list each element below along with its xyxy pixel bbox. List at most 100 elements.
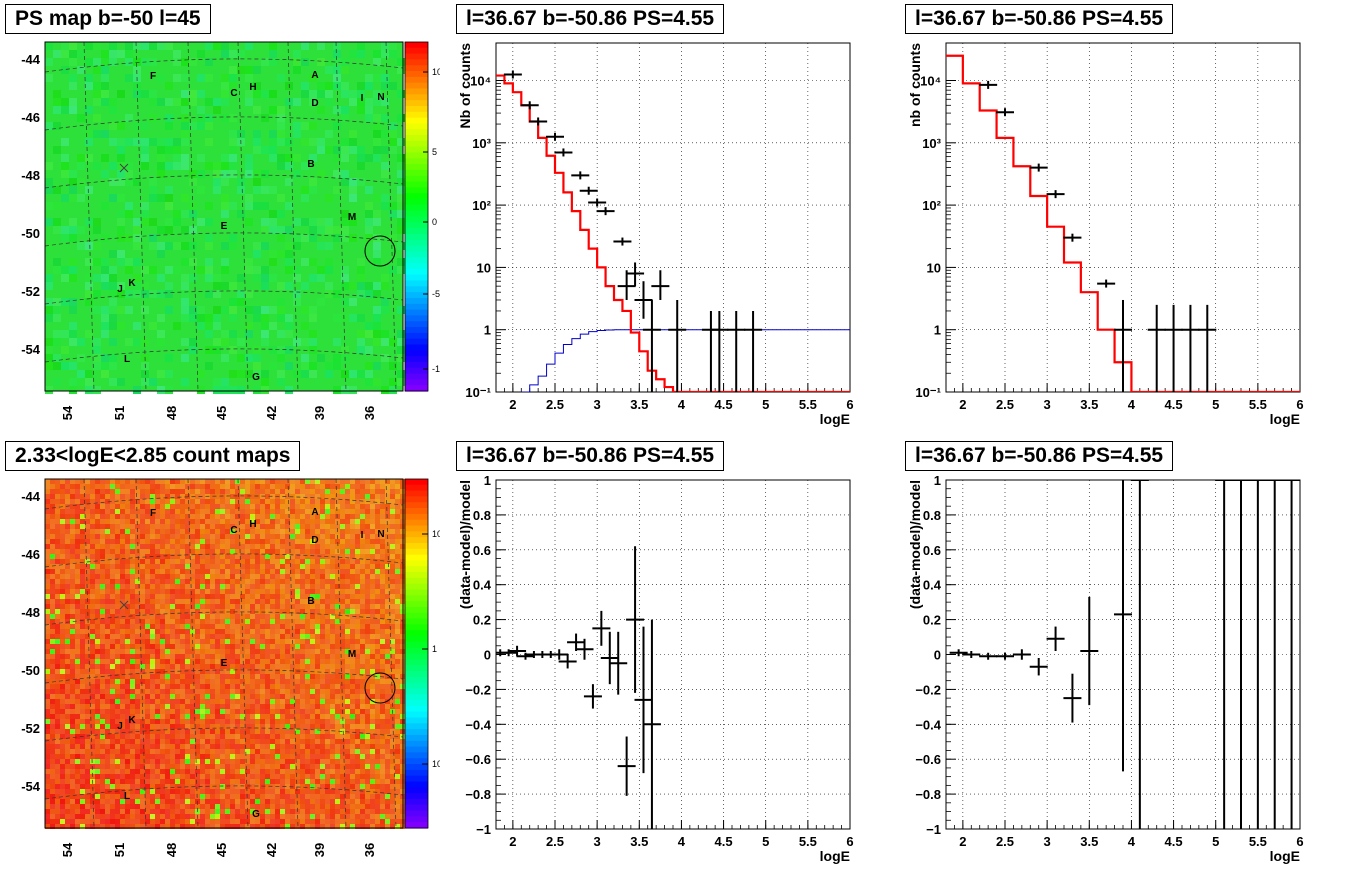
- data-point: [1114, 299, 1132, 392]
- data-layer: [496, 70, 850, 392]
- source-label: L: [124, 791, 130, 802]
- x-tick-label: 3: [594, 834, 601, 849]
- lat-tick-label: -44: [21, 52, 41, 67]
- lat-tick-label: -46: [21, 547, 40, 562]
- y-tick-label: 0: [484, 648, 491, 663]
- data-point: [1063, 233, 1082, 242]
- colorbar-tick-label: -5: [432, 289, 440, 299]
- lat-tick-label: -44: [21, 489, 41, 504]
- graticule-lon: [335, 478, 347, 829]
- colorbar-tick-label: -10: [432, 364, 440, 374]
- data-point: [1198, 304, 1217, 392]
- x-tick-label: 2.5: [546, 834, 564, 849]
- y-tick-label: 10⁴: [470, 74, 491, 89]
- y-tick-label: 0.8: [923, 508, 941, 523]
- count-map-pixels: [45, 479, 405, 829]
- source-label: F: [150, 508, 156, 519]
- x-tick-label: 4.5: [715, 834, 733, 849]
- source-label: K: [128, 715, 136, 726]
- lat-tick-label: -54: [21, 342, 41, 357]
- data-point: [554, 148, 573, 157]
- count-map: F C H A D I N B M E JK L G -44 -46 -48 -50 -52 -54 54 51 48 45…: [21, 478, 440, 857]
- x-tick-label: 5.5: [1249, 834, 1267, 849]
- source-label: E: [221, 221, 228, 232]
- source-label: I: [361, 530, 364, 541]
- x-axis-label: logE: [820, 848, 850, 864]
- y-tick-label: 1: [484, 323, 491, 338]
- graticule-lon: [237, 478, 249, 829]
- data-point: [617, 270, 636, 300]
- model-histogram: [946, 54, 1300, 392]
- y-axis-label: (data-model)/model: [907, 480, 923, 609]
- x-axis-label: logE: [820, 411, 850, 427]
- colorbar: 10 5 0 -5 -10: [404, 41, 440, 392]
- graticule-lat: [44, 495, 404, 510]
- map-frame: [44, 41, 404, 392]
- x-tick-label: 2.5: [546, 397, 564, 412]
- x-tick-label: 5: [1212, 834, 1219, 849]
- data-point: [550, 649, 569, 660]
- y-tick-label: 10³: [472, 136, 491, 151]
- x-axis-label: logE: [1270, 848, 1300, 864]
- x-tick-label: 5.5: [1249, 397, 1267, 412]
- data-point: [727, 310, 746, 392]
- source-label: M: [348, 649, 356, 660]
- y-tick-label: 0.4: [473, 578, 492, 593]
- y-tick-label: 0.6: [923, 543, 941, 558]
- x-tick-label: 2.5: [996, 834, 1014, 849]
- y-tick-label: −1: [476, 822, 491, 837]
- graticule-lon: [237, 41, 249, 392]
- data-point: [617, 736, 636, 796]
- lat-tick-label: -50: [21, 663, 40, 678]
- source-label: A: [311, 507, 318, 518]
- data-point: [520, 101, 539, 110]
- source-label: C: [230, 525, 237, 536]
- x-tick-label: 2: [509, 834, 516, 849]
- x-tick-label: 5: [762, 397, 769, 412]
- source-label: B: [307, 596, 314, 607]
- source-label: C: [230, 88, 237, 99]
- y-tick-label: 10⁻¹: [915, 385, 941, 400]
- data-point: [962, 651, 981, 658]
- data-point: [626, 262, 645, 287]
- x-tick-label: 2.5: [996, 397, 1014, 412]
- x-tick-label: 3.5: [1080, 834, 1098, 849]
- data-point: [949, 649, 968, 657]
- y-tick-label: −0.4: [915, 717, 941, 732]
- x-tick-label: 4.5: [715, 397, 733, 412]
- data-point: [508, 645, 527, 657]
- graticule-lon: [385, 41, 397, 392]
- y-tick-label: 10: [477, 260, 491, 275]
- y-tick-label: −0.2: [915, 682, 941, 697]
- data-point: [996, 652, 1014, 660]
- y-tick-label: 0.2: [473, 613, 491, 628]
- graticule-lon: [335, 41, 347, 392]
- data-point: [1046, 626, 1065, 652]
- data-point: [1080, 596, 1099, 706]
- data-layer: [946, 54, 1300, 392]
- y-tick-label: 1: [934, 323, 941, 338]
- data-point: [626, 546, 645, 693]
- data-point: [979, 80, 998, 89]
- x-tick-label: 2: [509, 397, 516, 412]
- source-label: M: [348, 212, 356, 223]
- graticule-lon: [83, 478, 95, 829]
- lat-tick-label: -52: [21, 284, 40, 299]
- x-tick-label: 6: [1296, 834, 1303, 849]
- colorbar-frame: [404, 41, 429, 392]
- plot-frame: [495, 479, 851, 830]
- data-point: [710, 310, 729, 392]
- lon-tick-label: 51: [112, 843, 127, 857]
- data-point: [979, 652, 998, 660]
- lat-tick-label: -52: [21, 721, 40, 736]
- model-histogram: [496, 74, 850, 392]
- lat-tick-label: -46: [21, 110, 40, 125]
- acceptance-curve: [521, 329, 850, 392]
- x-tick-label: 3.5: [1080, 397, 1098, 412]
- graticule-lon: [385, 478, 397, 829]
- data-point: [596, 207, 615, 216]
- data-point: [1282, 480, 1300, 829]
- data-point: [609, 631, 628, 695]
- graticule-lat: [44, 727, 404, 742]
- y-tick-label: −0.8: [915, 787, 941, 802]
